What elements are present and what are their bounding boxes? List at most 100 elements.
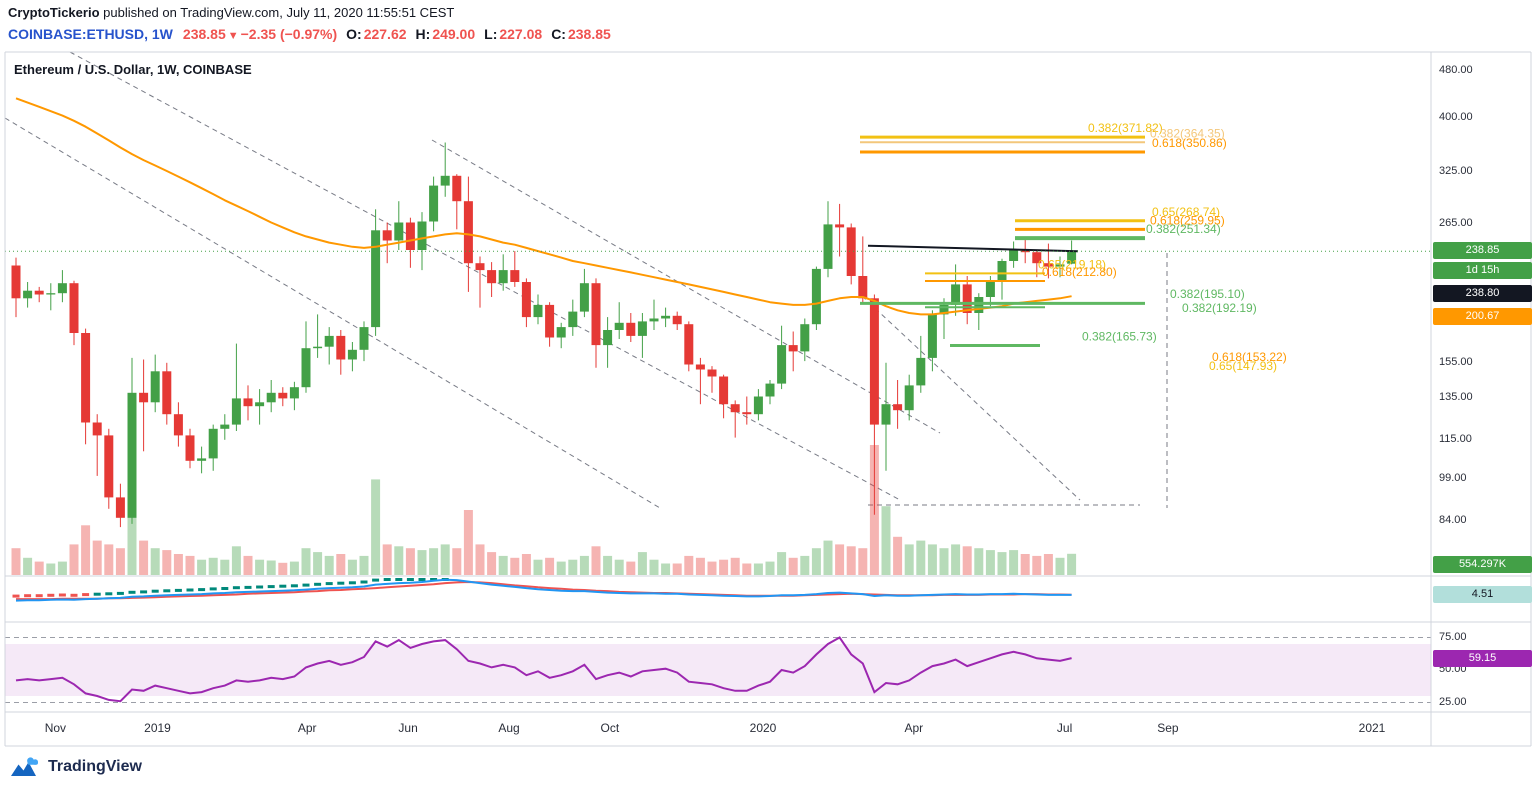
candle-body [23,290,33,299]
candle-body [162,371,172,415]
volume-bar [649,559,659,575]
price-axis-label: 84.00 [1439,513,1467,526]
time-axis-label: Apr [297,721,317,735]
indicator-mark [209,587,217,591]
time-axis-label: Jun [398,721,418,735]
candle-body [1032,252,1042,264]
volume-bar [835,544,845,575]
indicator-mark [406,578,414,581]
volume-bar [661,563,671,575]
volume-bar [916,540,926,575]
moving-average-line [15,97,1072,316]
volume-bar [730,557,740,575]
fib-label: 0.382(371.82) [1088,121,1163,135]
candle-body [208,428,218,459]
volume-bar [939,548,949,575]
ohlc-values: O: 227.62 H: 249.00 L: 227.08 C: 238.85 [337,26,611,42]
indicator-mark [232,586,240,590]
volume-bar [556,561,566,575]
indicator-mark [267,585,275,589]
candle-body [951,284,961,305]
candle-body [359,327,369,350]
volume-bar [974,548,984,575]
tradingview-logo-icon[interactable] [10,756,40,778]
fib-label: 0.618(259.95) [1150,213,1225,227]
candle-body [498,270,508,284]
candle-body [394,222,404,241]
candle-body [974,297,984,313]
trendline[interactable] [4,117,661,509]
candle-body [405,222,415,250]
candle-body [185,435,195,461]
trendline[interactable] [69,51,901,501]
time-axis[interactable]: Nov 2019 Apr Jun Aug Oct 2020 Apr Jul Sep 2021 [0,712,1432,746]
volume-bar [150,548,160,575]
candle-body [962,284,972,313]
volume-bar [115,548,125,575]
indicator-mark [47,593,55,597]
candle-body [684,324,694,365]
candle-body [661,315,671,319]
drawn-price-line[interactable] [867,244,1079,253]
ohlc-field-value: 249.00 [432,26,476,42]
indicator-mark [116,591,124,595]
trendline[interactable] [431,139,941,434]
volume-bar [626,561,636,575]
trendline[interactable] [861,295,1081,501]
symbol-info-bar: COINBASE:ETHUSD, 1W 238.85 ▼ −2.35 (−0.97%)… [8,26,611,42]
logo-mountains [11,762,36,776]
volume-bar [127,506,137,575]
candle-body [893,404,903,411]
volume-bar [684,555,694,575]
volume-bar [637,552,647,575]
time-axis-label: Apr [904,721,924,735]
indicator-main-line [15,578,1072,602]
candle-body [452,175,462,202]
candle-body [231,398,241,425]
ohlc-field-label: H: [415,26,431,42]
volume-bar [695,557,705,575]
candle-body [46,293,56,295]
indicator-mark [418,578,426,581]
candle-body [927,314,937,358]
volume-bar [591,546,601,575]
volume-bar [231,546,241,575]
fib-label: 0.618(350.86) [1152,136,1227,150]
volume-bar [92,540,102,575]
candle-body [533,304,543,318]
volume-bar [788,557,798,575]
candle-body [846,227,856,276]
volume-bar [1043,554,1053,575]
volume-bar [162,550,172,575]
volume-bar [579,555,589,575]
candle-body [278,392,288,399]
volume-bar [753,563,763,575]
price-badge-indicator-value: 4.51 [1433,586,1532,603]
indicator-mark [35,594,43,598]
volume-bar [672,563,682,575]
candle-body [371,230,381,328]
candle-body [579,283,589,312]
fib-label: 0.65(219.18) [1038,257,1106,271]
price-axis[interactable]: 480.00 400.00 325.00 265.00 155.00 135.00 115.… [1432,0,1536,746]
candle-body [150,371,160,403]
indicator-mark [221,587,229,590]
rsi-line [15,636,1072,703]
tradingview-brand-text[interactable]: TradingView [48,758,142,775]
candle-body [417,221,427,250]
candle-body [568,311,578,328]
indicator-mark [128,590,136,594]
indicator-mark [174,588,182,592]
volume-bar [243,555,253,575]
volume-bar [545,557,555,575]
indicator-mark [82,593,90,597]
price-badge-countdown: 1d 15h [1433,262,1532,279]
candle-body [324,335,334,347]
symbol-name[interactable]: COINBASE:ETHUSD, 1W [8,26,173,42]
candle-body [255,402,265,407]
candle-body [1067,251,1077,264]
volume-bar [197,559,207,575]
time-axis-label: Nov [44,721,67,735]
